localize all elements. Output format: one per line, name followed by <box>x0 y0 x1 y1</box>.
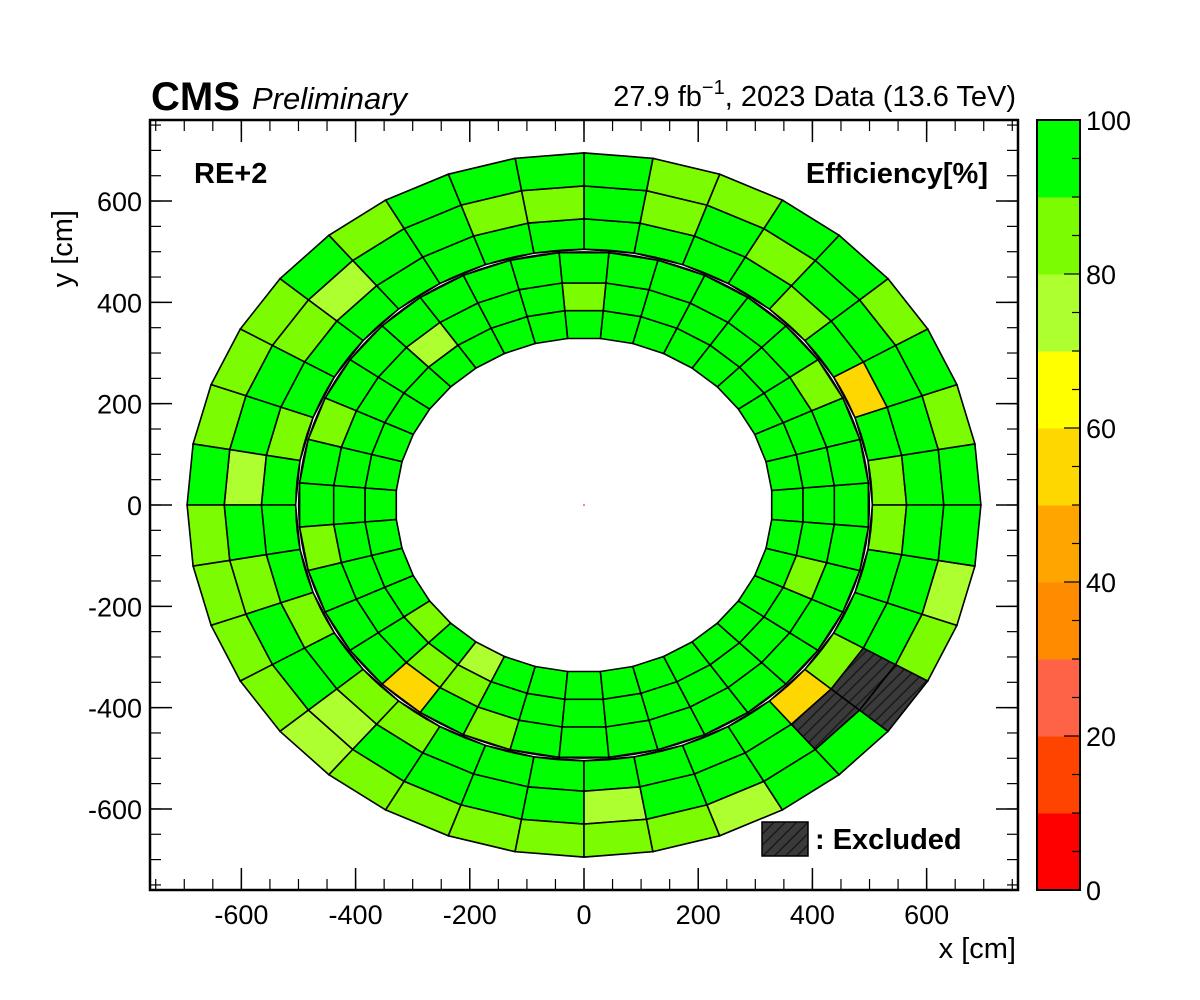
chamber-cell <box>332 484 366 526</box>
color-bar-label: 80 <box>1086 260 1116 290</box>
y-axis-title: y [cm] <box>47 210 79 287</box>
ring-gap-border <box>295 248 873 762</box>
chamber-cell <box>833 482 870 528</box>
chamber-cell <box>583 185 648 224</box>
chamber-cell <box>561 282 607 312</box>
chamber-cell <box>520 786 585 825</box>
chamber-cell <box>558 726 610 759</box>
chamber-cell <box>514 818 585 858</box>
chamber-cell <box>186 504 231 568</box>
excluded-swatch <box>761 821 809 857</box>
status-label: Preliminary <box>252 81 410 116</box>
chamber-cell <box>900 448 945 506</box>
chamber-cell <box>514 152 585 192</box>
lumi-rest: , 2023 Data (13.6 TeV) <box>725 81 1016 113</box>
ring-gap-border <box>297 251 871 759</box>
chamber-cell <box>558 251 610 284</box>
chamber-cell <box>186 442 231 506</box>
chamber-cell <box>223 504 268 562</box>
x-axis-title: x [cm] <box>939 933 1016 965</box>
color-bar-label: 20 <box>1086 722 1116 752</box>
color-bar-label: 0 <box>1086 876 1101 906</box>
chamber-cell <box>223 448 268 506</box>
chamber-cell <box>583 786 648 825</box>
x-tick-label: 200 <box>676 900 721 930</box>
chamber-cell <box>937 504 982 568</box>
chamber-cell <box>867 454 908 506</box>
ring-borders <box>295 248 873 762</box>
plot-area: -600 -400 -200 0 200 400 600 -600 -400 -200 0 200 4… <box>88 118 1020 930</box>
y-tick-label: 0 <box>127 491 142 521</box>
luminosity-label: 27.9 fb−1, 2023 Data (13.6 TeV) <box>613 77 1016 113</box>
chamber-cell <box>583 756 641 793</box>
chamber-cell <box>364 487 398 523</box>
y-tick-label: -400 <box>88 694 142 724</box>
chamber-cell <box>937 442 982 506</box>
station-label: RE+2 <box>194 158 267 190</box>
x-tick-label: 400 <box>790 900 835 930</box>
y-tick-label: -600 <box>88 795 142 825</box>
x-tick-label: 0 <box>576 900 591 930</box>
chamber-cells <box>186 152 982 858</box>
chamber-cell <box>561 698 607 728</box>
chamber-cell <box>563 309 605 340</box>
color-bar-label: 100 <box>1086 106 1131 136</box>
excluded-label: : Excluded <box>815 824 962 856</box>
chamber-cell <box>298 482 335 528</box>
chamber-cell <box>260 454 301 506</box>
lumi-value: 27.9 fb <box>613 81 702 113</box>
chamber-cell <box>583 818 654 858</box>
center-marker <box>583 504 585 506</box>
x-tick-label: -600 <box>214 900 268 930</box>
y-tick-label: 600 <box>97 187 142 217</box>
chamber-cell <box>802 484 836 526</box>
chamber-cell <box>260 504 301 556</box>
chamber-cell <box>563 670 605 701</box>
color-bar-label: 60 <box>1086 414 1116 444</box>
y-axis-ticks: -600 -400 -200 0 200 400 600 <box>88 124 1018 886</box>
chamber-cell <box>583 217 641 254</box>
chamber-cell <box>527 756 585 793</box>
chamber-cell <box>520 185 585 224</box>
z-title: Efficiency[%] <box>806 158 988 190</box>
x-tick-label: -400 <box>329 900 383 930</box>
x-tick-label: -200 <box>443 900 497 930</box>
experiment-label: CMS <box>151 75 240 119</box>
x-tick-label: 600 <box>904 900 949 930</box>
chamber-cell <box>770 487 804 523</box>
chamber-cell <box>527 217 585 254</box>
chamber-cell <box>900 504 945 562</box>
chamber-cell <box>867 504 908 556</box>
y-tick-label: 200 <box>97 390 142 420</box>
color-bar-label: 40 <box>1086 568 1116 598</box>
excluded-legend: : Excluded <box>761 821 962 857</box>
y-tick-label: 400 <box>97 288 142 318</box>
color-bar: 0 20 40 60 80 100 <box>1036 106 1131 906</box>
y-tick-label: -200 <box>88 592 142 622</box>
x-axis-ticks: -600 -400 -200 0 200 400 600 <box>155 120 1013 930</box>
lumi-exponent: −1 <box>702 77 725 99</box>
chamber-cell <box>583 152 654 192</box>
